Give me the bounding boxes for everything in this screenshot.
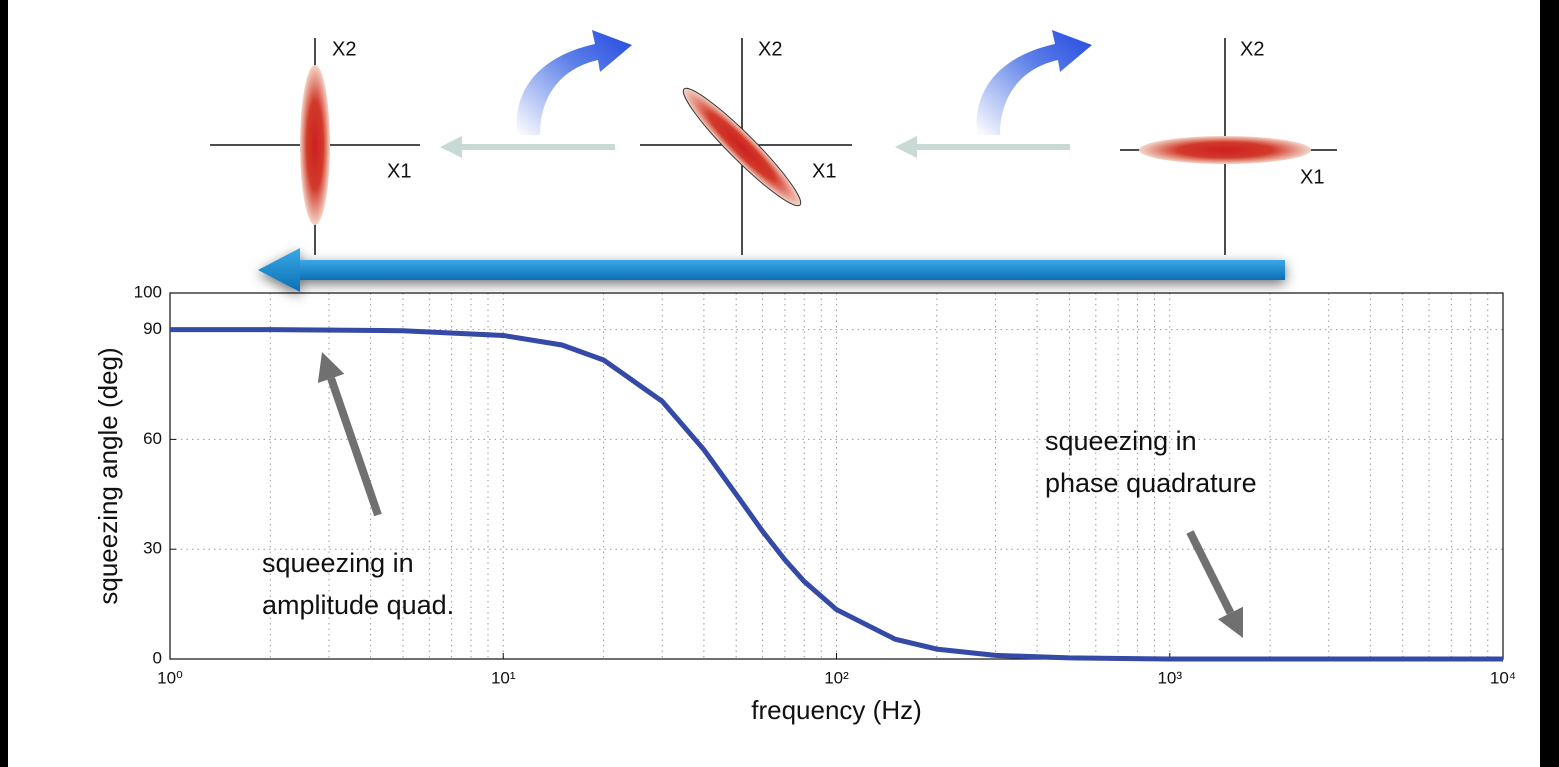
y-tick-label: 30 [143, 539, 162, 558]
axis-name: X2 [1240, 38, 1264, 60]
x-tick-label: 10¹ [491, 668, 516, 687]
x-tick-label: 10⁴ [1490, 668, 1516, 687]
y-tick-label: 60 [143, 429, 162, 448]
annotation-arrowhead [317, 352, 345, 384]
axis-name: X2 [758, 38, 782, 60]
squeezed-state [300, 65, 330, 225]
axis-name: X1 [387, 160, 411, 182]
annotation-arrow [1186, 530, 1235, 615]
rotation-arrows [516, 30, 1092, 135]
y-tick-label: 0 [153, 648, 162, 667]
annotation: squeezing in [1045, 426, 1197, 456]
x-axis-label: frequency (Hz) [751, 695, 922, 725]
annotation-arrowhead [1217, 606, 1243, 638]
y-axis-label: squeezing angle (deg) [93, 347, 123, 604]
axis-name: X1 [812, 160, 836, 182]
y-tick-label: 90 [143, 319, 162, 338]
data-line [170, 327, 1503, 662]
annotation: amplitude quad. [262, 590, 454, 620]
plot-frame [169, 292, 1504, 660]
squeezed-state [682, 87, 802, 207]
axis-name: X2 [332, 38, 356, 60]
x-tick-label: 10³ [1157, 668, 1182, 687]
plot: 0 30 60 90 100 10⁰ 10¹ 10² 10³ 10⁴ frequency (Hz) s… [93, 282, 1516, 724]
axis-name: X1 [1300, 166, 1324, 188]
x-tick-label: 10⁰ [157, 668, 183, 687]
y-tick-label: 100 [134, 282, 162, 301]
squeezed-state [1139, 136, 1311, 164]
annotation: squeezing in [262, 548, 414, 578]
frequency-arrow [258, 248, 1285, 292]
x-tick-label: 10² [824, 668, 849, 687]
annotation-arrow [327, 377, 382, 517]
progress-arrows [440, 136, 1070, 158]
annotation: phase quadrature [1045, 468, 1257, 498]
